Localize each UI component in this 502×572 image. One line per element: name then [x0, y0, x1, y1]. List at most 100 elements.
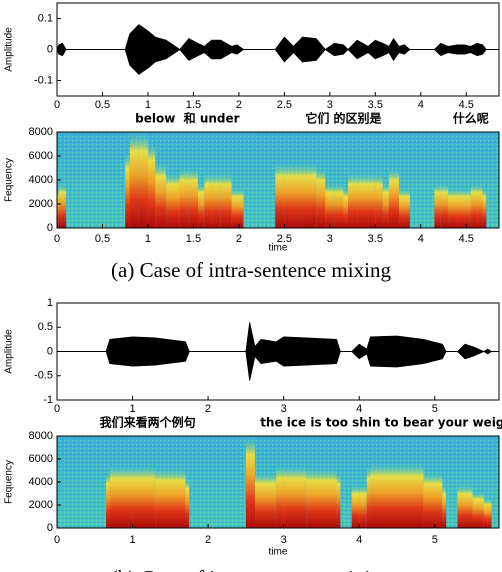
y-axis-label: Fequency — [4, 158, 15, 202]
x-tick-label: 3 — [327, 233, 333, 245]
y-tick-label: 6000 — [29, 453, 53, 465]
spectrogram-band — [472, 491, 484, 528]
x-tick-label: 0 — [54, 99, 60, 111]
y-tick-label: 0 — [47, 43, 53, 55]
x-tick-label: 2.5 — [277, 233, 292, 245]
spectrogram-band — [132, 465, 156, 528]
x-tick-label: 2 — [205, 534, 211, 546]
spectrogram-band — [62, 183, 67, 228]
spectrogram-band — [397, 463, 424, 528]
annotation: 我们来看两个例句 — [100, 415, 196, 430]
x-tick-label: 2 — [236, 233, 242, 245]
spectrogram-band — [464, 188, 471, 228]
spectrogram-band — [211, 173, 221, 228]
spectrogram-band — [58, 183, 63, 228]
spectrogram-band — [470, 183, 478, 228]
spectrogram-band — [179, 168, 189, 228]
spectrogram-band — [442, 485, 447, 528]
y-tick-label: -1 — [43, 394, 53, 406]
spectrogram-band — [370, 463, 397, 528]
spectrogram-band — [109, 465, 133, 528]
x-tick-label: 5 — [432, 534, 438, 546]
x-tick-label: 3 — [281, 534, 287, 546]
y-tick-label: -0.5 — [34, 370, 53, 382]
spectrogram-band — [185, 478, 190, 528]
x-tick-label: 1 — [129, 534, 135, 546]
spectrogram-band — [275, 163, 285, 228]
y-tick-label: 0 — [47, 522, 53, 534]
waveform-envelope — [56, 24, 499, 75]
spectrogram-band — [125, 153, 130, 228]
spectrogram-band — [147, 142, 156, 228]
spectrogram-band — [293, 163, 303, 228]
x-tick-label: 5 — [432, 403, 438, 415]
annotation: 什么呢 — [453, 111, 489, 126]
spectrogram-band — [368, 173, 376, 228]
y-tick-label: 0.5 — [38, 321, 53, 333]
spectrogram-band — [334, 183, 344, 228]
spectrogram-band — [448, 188, 458, 228]
x-tick-label: 0.5 — [95, 233, 110, 245]
x-tick-label: 0 — [54, 534, 60, 546]
x-tick-label: 0 — [54, 403, 60, 415]
spectrogram-band — [398, 188, 405, 228]
spectrogram-band — [357, 173, 369, 228]
spectrogram-band — [382, 183, 389, 228]
spectrogram-band — [197, 183, 205, 228]
spectrogram-band — [231, 188, 238, 228]
spectrogram-band — [423, 472, 443, 528]
y-tick-label: 2000 — [29, 198, 53, 210]
spectrogram-band — [283, 465, 307, 528]
y-axis-label: Fequency — [4, 460, 15, 504]
x-tick-label: 4 — [418, 233, 424, 245]
annotation: below — [135, 112, 175, 126]
spectrogram-band — [106, 472, 110, 528]
x-tick-label: 4.5 — [459, 233, 474, 245]
spectrogram-band — [465, 485, 473, 528]
spectrogram-band — [457, 485, 465, 528]
spectrogram-band — [249, 436, 255, 528]
x-tick-label: 4.5 — [459, 99, 474, 111]
x-tick-label: 0.5 — [95, 99, 110, 111]
x-tick-label: 3 — [281, 403, 287, 415]
annotation: 和 under — [183, 111, 240, 126]
spectrogram-band — [166, 173, 180, 228]
spectrogram-band — [336, 472, 341, 528]
x-tick-label: 1 — [145, 233, 151, 245]
spectrogram-band — [477, 183, 483, 228]
y-tick-label: 0.1 — [38, 12, 53, 24]
y-tick-label: 1 — [47, 297, 53, 309]
y-tick-label: 8000 — [29, 430, 53, 442]
spectrogram-band — [393, 168, 399, 228]
spectrogram-band — [316, 168, 326, 228]
x-tick-label: 3 — [327, 99, 333, 111]
spectrogram-band — [57, 188, 59, 228]
spectrogram-band — [204, 173, 212, 228]
waveform-envelope — [57, 322, 499, 381]
x-tick-label: 4 — [418, 99, 424, 111]
y-tick-label: 4000 — [29, 476, 53, 488]
x-tick-label: 2.5 — [277, 99, 292, 111]
x-tick-label: 4 — [356, 534, 362, 546]
spectrogram-band — [483, 498, 488, 528]
spectrogram-band — [188, 168, 198, 228]
x-tick-label: 3.5 — [368, 233, 383, 245]
spectrogram-band — [276, 465, 284, 528]
caption: (a) Case of intra-sentence mixing — [111, 258, 391, 282]
x-axis-label: time — [269, 243, 288, 254]
spectrogram-band — [351, 485, 360, 528]
spectrogram-band — [404, 188, 410, 228]
x-tick-label: 1 — [129, 403, 135, 415]
spectrogram-band — [284, 163, 294, 228]
spectrogram-band — [343, 188, 349, 228]
spectrogram-band — [155, 468, 186, 528]
spectrogram-band — [482, 188, 487, 228]
spectrogram-band — [388, 168, 394, 228]
y-tick-label: 6000 — [29, 150, 53, 162]
spectrogram-band — [302, 163, 317, 228]
y-tick-label: 0 — [47, 345, 53, 357]
x-tick-label: 3.5 — [368, 99, 383, 111]
x-tick-label: 2 — [236, 99, 242, 111]
spectrogram-band — [366, 465, 371, 528]
